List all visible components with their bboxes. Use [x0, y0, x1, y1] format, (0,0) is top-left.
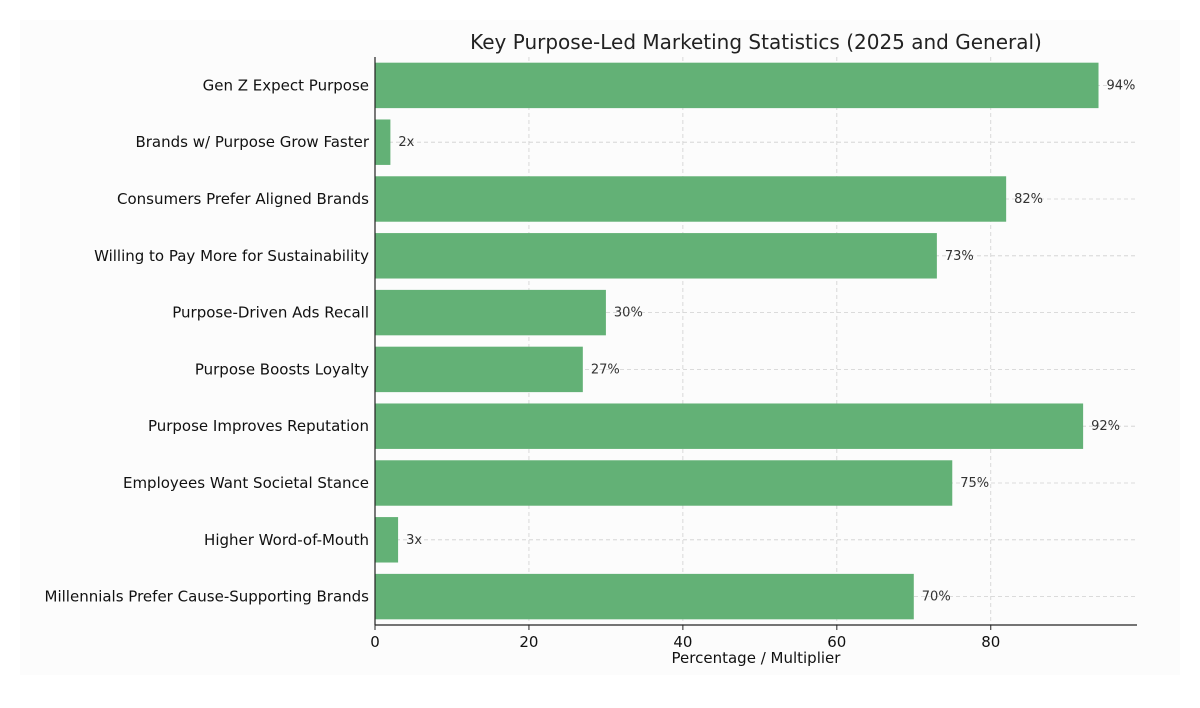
data-label: 2x — [398, 135, 414, 150]
bar — [375, 346, 583, 393]
data-label: 70% — [922, 590, 951, 605]
data-label: 75% — [960, 476, 989, 491]
x-tick-label: 20 — [519, 633, 538, 651]
chart-figure: Key Purpose-Led Marketing Statistics (20… — [20, 20, 1180, 675]
bar — [375, 460, 953, 506]
category-labels: Gen Z Expect Purpose Brands w/ Purpose Gr… — [45, 76, 370, 605]
bar — [375, 176, 1007, 222]
data-label: 30% — [614, 306, 643, 321]
x-tick-label: 0 — [370, 633, 380, 651]
category-label: Willing to Pay More for Sustainability — [94, 247, 369, 265]
data-label: 82% — [1014, 192, 1043, 207]
data-label: 3x — [406, 533, 422, 548]
x-tick-label: 80 — [981, 633, 1000, 651]
category-label: Purpose Boosts Loyalty — [195, 360, 369, 378]
bar — [375, 517, 399, 563]
bar — [375, 119, 391, 165]
category-label: Purpose Improves Reputation — [148, 417, 369, 435]
category-label: Employees Want Societal Stance — [123, 474, 369, 492]
category-label: Gen Z Expect Purpose — [203, 76, 369, 94]
bar-chart: Key Purpose-Led Marketing Statistics (20… — [45, 30, 1137, 667]
bar — [375, 403, 1084, 449]
axes: 0 20 40 60 80 — [370, 57, 1137, 651]
bar — [375, 62, 1099, 109]
bars — [375, 62, 1099, 620]
data-label: 92% — [1091, 419, 1120, 434]
data-label: 94% — [1107, 78, 1136, 93]
category-label: Higher Word-of-Mouth — [204, 531, 369, 549]
data-label: 27% — [591, 362, 620, 377]
category-label: Millennials Prefer Cause-Supporting Bran… — [45, 588, 370, 606]
data-label: 73% — [945, 249, 974, 264]
grid-lines — [375, 57, 1137, 625]
bar — [375, 233, 937, 279]
category-label: Purpose-Driven Ads Recall — [172, 304, 369, 322]
bar — [375, 289, 606, 336]
category-label: Consumers Prefer Aligned Brands — [117, 190, 369, 208]
x-tick-label: 40 — [673, 633, 692, 651]
x-tick-label: 60 — [827, 633, 846, 651]
x-axis-label: Percentage / Multiplier — [672, 649, 842, 667]
bar — [375, 573, 914, 620]
value-labels: 94% 2x 82% 73% 30% 27% 92% 75% 3x 70% — [398, 78, 1135, 604]
chart-title: Key Purpose-Led Marketing Statistics (20… — [470, 30, 1042, 54]
category-label: Brands w/ Purpose Grow Faster — [135, 133, 369, 151]
